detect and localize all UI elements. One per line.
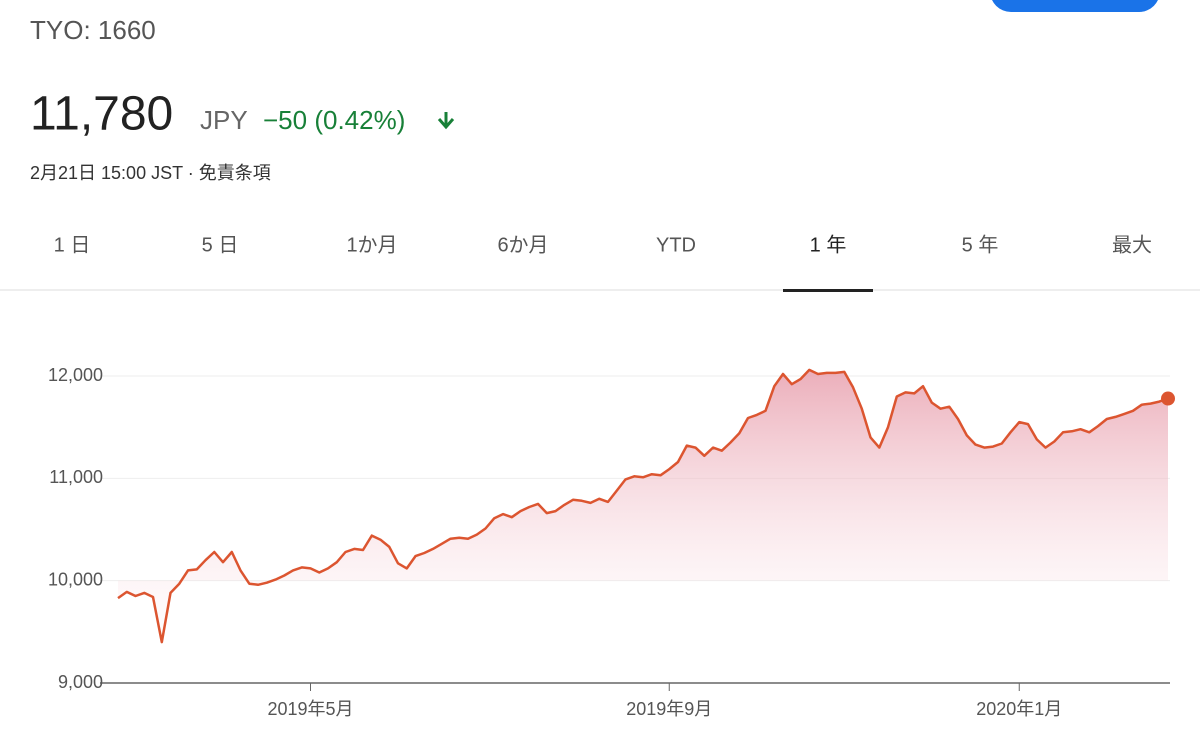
price: 11,780	[30, 88, 173, 141]
timestamp[interactable]: 2月21日 15:00 JST · 免責条項	[30, 163, 271, 183]
tab[interactable]: 1か月	[346, 234, 397, 256]
last-point	[1161, 391, 1175, 406]
down-arrow	[437, 112, 455, 130]
y-tick-label: 11,000	[49, 467, 103, 487]
tabs: 1 日 5 日 1か月 6か月 YTD 1 年 5 年 最大	[54, 233, 1152, 292]
symbol: TYO: 1660	[30, 15, 156, 45]
change: −50 (0.42%)	[263, 105, 405, 135]
price-line	[117, 368, 1169, 644]
x-tick-label: 2019年9月	[626, 699, 712, 719]
tab[interactable]: 1 日	[54, 234, 91, 256]
currency: JPY	[200, 105, 248, 135]
action-button[interactable]	[990, 0, 1160, 12]
tab[interactable]: YTD	[656, 234, 696, 256]
tab[interactable]: 5 年	[962, 233, 999, 256]
y-tick-label: 10,000	[48, 569, 103, 589]
y-tick-label: 9,000	[58, 672, 103, 692]
area-fill	[118, 369, 1168, 643]
tab-indicator	[783, 289, 873, 292]
tab[interactable]: 1 年	[810, 233, 847, 256]
tab[interactable]: 最大	[1112, 233, 1152, 256]
tab[interactable]: 5 日	[202, 234, 239, 256]
x-tick-label: 2020年1月	[976, 699, 1062, 719]
chart: 9,000 10,000 11,000 12,000 2019年5月 2019年9月 202…	[48, 365, 1175, 719]
x-tick-label: 2019年5月	[267, 699, 353, 719]
y-tick-label: 12,000	[48, 365, 103, 385]
tab[interactable]: 6か月	[497, 234, 548, 256]
